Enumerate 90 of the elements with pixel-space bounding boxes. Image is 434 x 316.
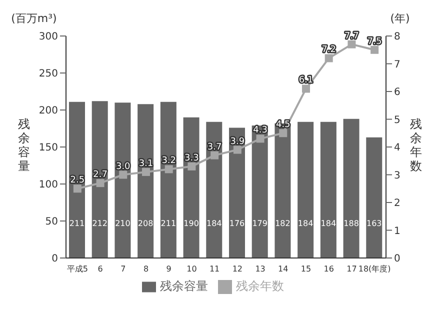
y2-tick-label: 3 xyxy=(394,170,400,182)
x-tick-label: 10 xyxy=(186,264,197,274)
bar xyxy=(92,101,108,258)
data-label: 179 xyxy=(252,219,268,228)
x-tick-label: 17 xyxy=(346,264,357,274)
data-label: 184 xyxy=(320,219,336,228)
x-tick-label: 8 xyxy=(143,264,149,274)
x-tick-label: 16 xyxy=(324,264,334,274)
point xyxy=(324,54,333,62)
point xyxy=(210,151,219,160)
bar xyxy=(229,128,245,258)
y2-tick-label: 8 xyxy=(394,32,400,43)
point xyxy=(73,184,82,193)
bar xyxy=(298,122,314,258)
point xyxy=(302,84,310,93)
data-label: 3.3 xyxy=(184,153,199,164)
bar xyxy=(252,126,268,258)
y2-tick-label: 0 xyxy=(394,254,400,265)
x-tick-label: 12 xyxy=(232,264,243,274)
data-label: 7.5 xyxy=(367,36,382,47)
text: (年) xyxy=(390,12,410,25)
data-label: 184 xyxy=(298,219,314,228)
data-label: 2.5 xyxy=(70,176,85,186)
x-tick-label: 18(年度) xyxy=(358,264,391,274)
data-label: 211 xyxy=(160,219,176,228)
y2-axis-title: 残余年数 xyxy=(410,117,422,173)
data-label: 7.7 xyxy=(344,31,359,42)
bar xyxy=(114,102,131,258)
data-label: 208 xyxy=(138,219,154,228)
y-tick-label: 250 xyxy=(38,68,58,80)
bar xyxy=(343,118,360,258)
y2-tick-label: 5 xyxy=(394,114,400,126)
point xyxy=(119,170,128,179)
data-label: 3.9 xyxy=(230,136,245,147)
bar xyxy=(69,102,85,258)
y-axis-title: 残余容量 xyxy=(18,117,30,173)
data-label: 184 xyxy=(206,219,222,228)
data-label: 212 xyxy=(92,219,108,228)
x-tick-label: 7 xyxy=(120,264,126,274)
data-label: 3.7 xyxy=(207,142,222,152)
point xyxy=(188,162,196,170)
point xyxy=(279,129,288,138)
point xyxy=(233,146,242,154)
point xyxy=(256,134,264,143)
data-label: 3.1 xyxy=(138,158,154,169)
x-tick-label: 13 xyxy=(255,264,266,274)
bar xyxy=(160,102,176,258)
y-tick-label: 150 xyxy=(38,142,58,154)
data-label: 4.3 xyxy=(253,126,268,136)
point xyxy=(348,40,356,48)
y-tick-label: 50 xyxy=(45,216,58,228)
y2-tick-label: 7 xyxy=(394,59,400,70)
data-label: 211 xyxy=(69,219,85,228)
x-tick-label: 15 xyxy=(300,264,312,274)
data-label: 188 xyxy=(344,219,359,228)
y-tick-label: 100 xyxy=(38,180,58,191)
x-tick-label: 6 xyxy=(98,264,103,274)
data-label: 163 xyxy=(366,219,382,228)
data-label: 2.7 xyxy=(93,170,108,180)
x-tick-label: 平成5 xyxy=(66,264,88,274)
data-label: 176 xyxy=(229,219,245,228)
data-label: 210 xyxy=(115,219,130,228)
point xyxy=(96,179,104,188)
y2-tick-label: 6 xyxy=(394,87,400,98)
data-label: 182 xyxy=(275,219,290,228)
bar xyxy=(206,122,222,258)
data-label: 7.2 xyxy=(322,45,336,56)
y2-tick-label: 4 xyxy=(394,142,400,154)
point xyxy=(370,46,379,54)
y-tick-label: 0 xyxy=(52,254,58,265)
point xyxy=(142,168,150,176)
data-label: 190 xyxy=(184,219,199,228)
text: (百万m³) xyxy=(11,12,57,25)
data-label: 6.1 xyxy=(298,76,314,86)
x-tick-label: 14 xyxy=(278,264,288,274)
legend-label: 残余容量 xyxy=(160,279,208,293)
bar xyxy=(138,104,154,258)
bar xyxy=(320,122,336,258)
y2-tick-label: 1 xyxy=(394,226,400,237)
y2-tick-label: 2 xyxy=(394,198,400,210)
x-tick-label: 11 xyxy=(209,264,220,274)
legend-label: 残余年数 xyxy=(236,279,284,293)
point xyxy=(164,165,173,174)
y-tick-label: 300 xyxy=(38,32,58,43)
x-tick-label: 9 xyxy=(166,264,172,274)
data-label: 3.0 xyxy=(116,162,131,172)
bar xyxy=(366,137,382,258)
bar xyxy=(183,117,200,258)
data-label: 3.2 xyxy=(162,156,176,166)
y-tick-label: 200 xyxy=(38,106,58,117)
